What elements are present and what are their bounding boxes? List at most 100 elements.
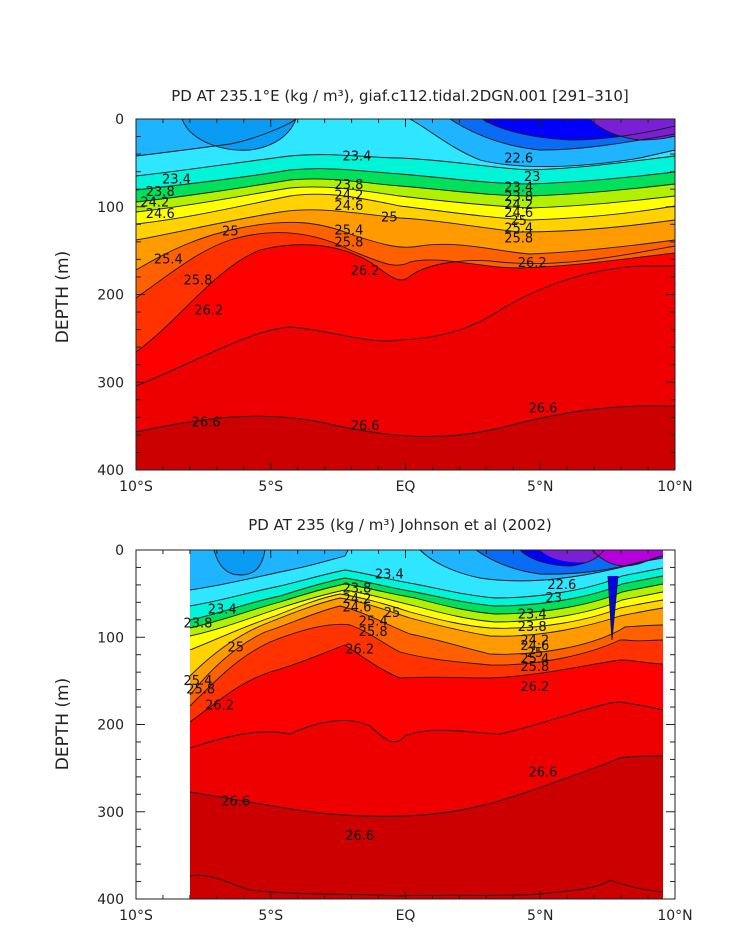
model-contour-label: 23.8 [334,178,363,193]
model-contour-label: 23.4 [504,180,533,195]
obs-isopycnals [189,549,664,897]
model-contour-25-4 [135,209,676,241]
obs-x-tick-label: 10°N [657,908,692,924]
obs-contour-label: 24.2 [520,634,549,649]
model-contour-label: 22.6 [504,151,533,166]
model-contour-label: 25 [510,214,527,229]
obs-x-tick-label: 5°S [258,908,283,924]
obs-contour-front-spike [607,575,619,641]
model-x-tick-label: 5°S [258,479,283,495]
obs-contour-label: 26.6 [528,765,557,780]
obs-contour-label: 23 [545,591,562,606]
obs-x-tick-label: 5°N [527,908,553,924]
panel-observed: PD AT 235 (kg / m³) Johnson et al (2002)… [53,516,693,924]
observed-color-bands [190,550,663,899]
model-x-tick-label: 10°S [119,479,153,495]
model-contour-label: 25.4 [154,252,183,267]
panel-model-title: PD AT 235.1°E (kg / m³), giaf.c112.tidal… [171,87,629,105]
obs-y-tick-label: 100 [97,630,124,646]
model-contour-label: 23.8 [504,190,533,205]
model-contour-23-8 [135,168,676,191]
obs-band-sky-pool [214,550,265,575]
obs-contour-25-4 [189,597,664,677]
model-contour-label: 25.8 [184,273,213,288]
obs-contour-label: 24.6 [343,601,372,616]
model-contour-23-0-left [135,118,297,157]
obs-contour-label: 23.8 [343,581,372,596]
model-contour-25-0 [135,193,676,225]
model-contour-22-2 [481,118,676,141]
model-contour-label: 23 [524,170,541,185]
obs-contour-label: 24.2 [343,592,372,607]
panel-model-ylabel: DEPTH (m) [53,251,73,343]
model-contour-label: 25.8 [504,231,533,246]
obs-contour-label: 26.2 [520,680,549,695]
obs-contour-label: 22.6 [547,578,576,593]
model-y-tick-label: 0 [115,112,124,128]
model-y-tick-label: 400 [97,463,124,479]
model-axes: 10°S 5°S EQ 5°N 10°N 0 100 200 300 400 [97,112,692,495]
obs-y-tick-label: 400 [97,892,124,908]
obs-contour-24-6 [189,589,664,637]
obs-contour-23-0-left [189,549,349,591]
obs-contour-label: 26.2 [205,698,234,713]
obs-contour-label: 23.4 [518,608,547,623]
model-contour-label: 25 [381,210,398,225]
obs-contour-label: 25.8 [186,683,215,698]
model-contour-label: 24.2 [504,198,533,213]
model-contour-label: 23.4 [162,173,191,188]
model-contour-23-4 [135,154,676,177]
obs-contour-22-6 [475,549,664,575]
model-contour-26-6 [135,405,676,438]
model-contour-label: 24.6 [146,207,175,222]
panel-observed-ylabel: DEPTH (m) [53,678,73,770]
obs-contour-label: 25 [227,641,244,656]
band-deep-purple [590,119,675,140]
obs-y-tick-label: 0 [115,543,124,559]
model-contour-label: 25.4 [334,223,363,238]
obs-contour-26-6 [189,755,664,817]
obs-contour-label: 26.6 [221,794,250,809]
panel-model: PD AT 235.1°E (kg / m³), giaf.c112.tidal… [53,87,693,495]
obs-contour-26-8 [189,874,664,897]
model-x-tick-label: 10°N [657,479,692,495]
obs-x-tick-label: EQ [396,908,416,924]
model-x-tick-label: 5°N [527,479,553,495]
obs-band-deep-purple [540,550,606,563]
obs-contour-26-0 [189,623,664,707]
model-contour-label: 24.6 [504,206,533,221]
model-color-bands [136,119,675,470]
model-contour-labels: 23.423.824.224.62525.425.826.226.623.423… [140,150,557,434]
model-contour-23-0-right [409,118,676,168]
model-contour-21-8 [589,118,676,141]
model-contour-label: 23.4 [343,150,372,165]
obs-contour-label: 23.4 [375,567,404,582]
obs-contour-label: 25.8 [520,660,549,675]
model-contour-label: 26.2 [518,256,547,271]
obs-band-front-spike [608,576,618,640]
obs-y-tick-label: 300 [97,805,124,821]
model-contour-label: 24.6 [334,199,363,214]
obs-contour-21-8 [591,549,664,567]
obs-contour-26-4 [189,701,664,749]
obs-contour-23-4 [189,567,664,607]
obs-contour-label: 23.8 [184,616,213,631]
model-contour-24-6 [135,186,676,213]
obs-band-violet [592,550,663,566]
panel-observed-title: PD AT 235 (kg / m³) Johnson et al (2002) [248,516,551,534]
obs-x-tick-label: 10°S [119,908,153,924]
model-contour-label: 25.4 [504,222,533,237]
model-contour-label: 24.2 [140,195,169,210]
model-contour-label: 23.8 [146,185,175,200]
obs-contour-25-8 [189,605,664,696]
model-contour-label: 26.6 [528,402,557,417]
model-y-tick-label: 200 [97,288,124,304]
obs-y-tick-label: 200 [97,718,124,734]
obs-contour-label: 25 [384,606,401,621]
model-contour-label: 24.2 [334,188,363,203]
obs-contour-label: 25 [527,646,544,661]
model-contour-label: 26.6 [351,419,380,434]
model-contour-22-8-pool [181,118,297,151]
model-contour-26-0 [135,232,676,299]
